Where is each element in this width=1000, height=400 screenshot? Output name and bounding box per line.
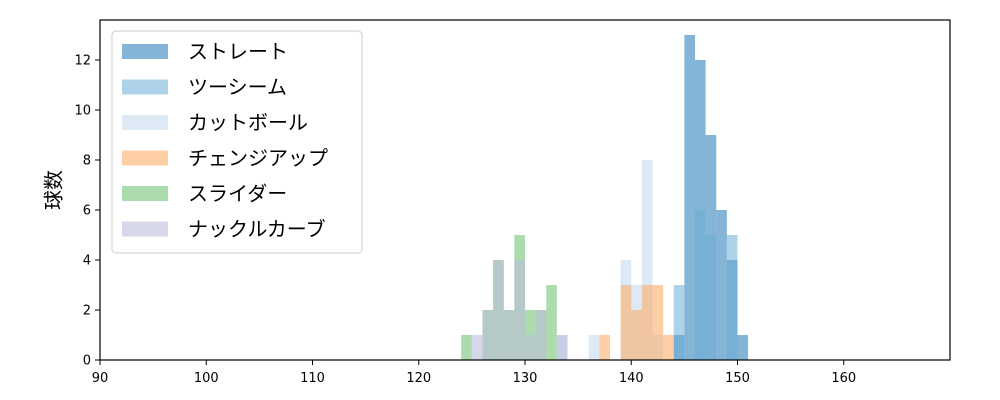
legend-swatch-2	[122, 115, 168, 130]
bar-3-5	[663, 335, 674, 360]
bar-5-2	[493, 260, 504, 360]
bar-5-3	[503, 310, 515, 360]
bar-1-2	[705, 235, 717, 360]
bar-5-4	[514, 260, 525, 360]
legend-swatch-5	[122, 221, 168, 237]
y-tick-label-0: 0	[83, 354, 91, 369]
bar-5-6	[535, 310, 547, 360]
legend-label-3: チェンジアップ	[188, 146, 328, 170]
y-axis: 0 2 4 6 8 10 12	[74, 54, 100, 369]
bar-0-1	[684, 35, 695, 360]
legend-box	[111, 30, 363, 254]
bar-2-4	[641, 160, 653, 360]
bar-1-1	[695, 210, 706, 360]
y-axis-title: 球数	[42, 170, 66, 210]
bar-3-3	[641, 285, 653, 360]
legend-swatch-4	[122, 186, 168, 201]
bars-layer	[461, 35, 749, 360]
y-tick-label-5: 10	[74, 104, 91, 119]
bar-5-5	[525, 335, 536, 360]
x-axis: 90 100 110 120 130 140 150 160	[92, 360, 856, 386]
x-tick-label-1: 100	[194, 371, 219, 386]
bar-1-0	[673, 285, 685, 360]
bar-4-7	[546, 285, 557, 360]
bar-0-4	[716, 210, 727, 360]
bar-3-0	[599, 335, 610, 360]
bar-5-7	[556, 335, 568, 360]
x-tick-label-0: 90	[92, 371, 109, 386]
legend-swatch-1	[122, 79, 168, 95]
y-tick-label-4: 8	[83, 154, 91, 169]
legend-swatch-3	[122, 150, 168, 166]
legend-label-0: ストレート	[188, 40, 288, 64]
x-tick-label-7: 160	[831, 371, 856, 386]
y-tick-label-1: 2	[83, 304, 91, 319]
legend-label-1: ツーシーム	[188, 75, 287, 99]
legend-label-2: カットボール	[188, 111, 308, 135]
legend-label-5: ナックルカーブ	[188, 217, 326, 241]
bar-5-0	[471, 335, 483, 360]
y-tick-label-3: 6	[83, 204, 91, 219]
bar-3-4	[652, 285, 664, 360]
legend-swatch-0	[122, 44, 168, 59]
x-tick-label-2: 110	[300, 371, 325, 386]
bar-5-1	[482, 310, 494, 360]
y-tick-label-2: 4	[83, 254, 91, 269]
bar-2-1	[588, 335, 600, 360]
legend-label-4: スライダー	[188, 182, 287, 206]
x-tick-label-4: 130	[513, 371, 538, 386]
y-tick-label-6: 12	[74, 54, 91, 69]
bar-4-0	[461, 335, 472, 360]
bar-0-6	[737, 335, 749, 360]
bar-1-3	[726, 235, 738, 360]
bar-3-2	[631, 310, 642, 360]
bar-3-1	[620, 285, 632, 360]
x-tick-label-3: 120	[406, 371, 431, 386]
x-tick-label-5: 140	[619, 371, 644, 386]
x-tick-label-6: 150	[725, 371, 750, 386]
